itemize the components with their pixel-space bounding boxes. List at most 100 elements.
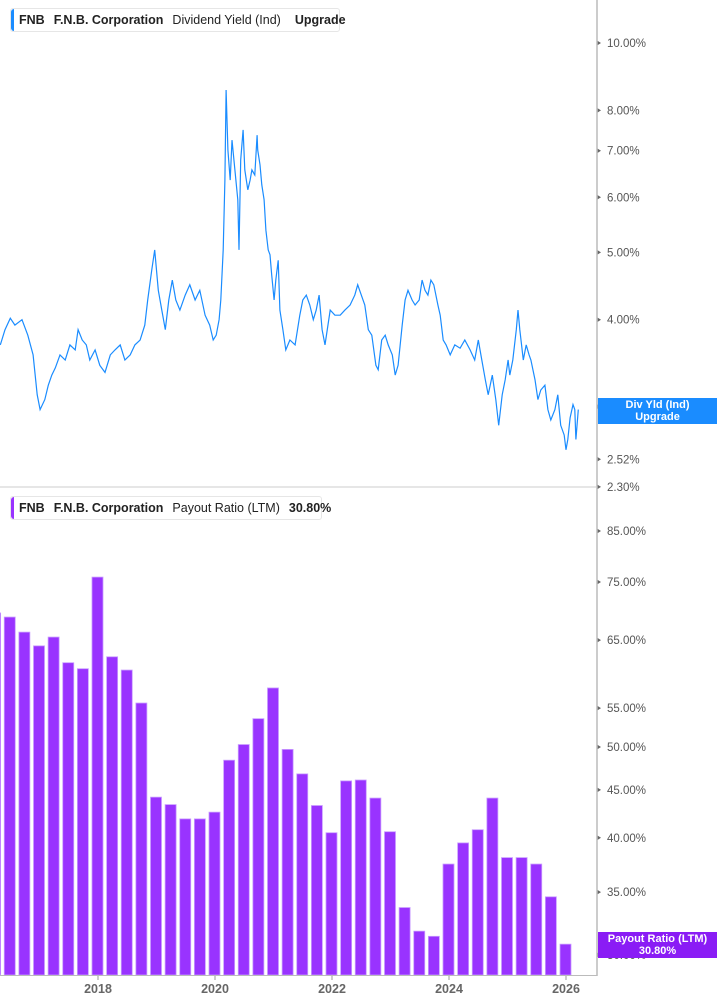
yield-tag-label: Div Yld (Ind)	[625, 399, 690, 411]
payout-bar	[340, 780, 353, 976]
x-tick-label: 2020	[201, 982, 229, 996]
x-axis: 2018 2020 2022 2024 2026	[84, 975, 580, 996]
yield-tag-value: Upgrade	[635, 411, 680, 423]
y-tick-mark	[597, 528, 601, 534]
payout-value-tag: Payout Ratio (LTM) 30.80%	[598, 932, 717, 958]
y-tick-mark	[597, 889, 601, 895]
payout-bar	[237, 744, 250, 976]
payout-bar	[369, 797, 382, 976]
payout-bar	[47, 636, 60, 976]
yield-value-tag[interactable]: Div Yld (Ind) Upgrade	[598, 398, 717, 424]
payout-bar	[18, 631, 31, 976]
y-tick-label: 40.00%	[607, 833, 646, 845]
payout-bar	[530, 863, 543, 976]
payout-bar	[62, 662, 75, 976]
payout-bar	[325, 832, 338, 976]
y-tick-label: 5.00%	[607, 247, 640, 259]
payout-bar	[501, 857, 513, 976]
y-tick-mark	[597, 194, 601, 200]
legend-company: F.N.B. Corporation	[53, 13, 164, 27]
y-tick-label: 7.00%	[607, 146, 640, 158]
upgrade-link[interactable]: Upgrade	[294, 13, 346, 27]
y-tick-mark	[597, 835, 601, 841]
payout-bar	[413, 930, 426, 976]
payout-bar	[267, 687, 279, 976]
y-tick-label: 2.52%	[607, 454, 640, 466]
yield-legend-swatch	[11, 9, 14, 31]
payout-bar	[106, 656, 119, 976]
y-tick-label: 50.00%	[607, 742, 646, 754]
payout-bar	[354, 779, 367, 976]
payout-legend-swatch	[11, 497, 14, 519]
y-tick-mark	[597, 787, 601, 793]
payout-bar	[120, 669, 133, 976]
payout-bar	[135, 702, 148, 976]
payout-bar	[515, 857, 528, 976]
payout-legend: FNB F.N.B. Corporation Payout Ratio (LTM…	[10, 496, 331, 520]
payout-bar	[76, 668, 89, 976]
y-tick-mark	[597, 249, 601, 255]
payout-bar	[150, 796, 162, 976]
yield-axis: 10.00%8.00%7.00%6.00%5.00%4.00%3.00%2.52…	[597, 38, 646, 494]
payout-tag-value: 30.80%	[638, 945, 677, 957]
payout-bar	[179, 818, 192, 976]
payout-bar	[384, 831, 396, 976]
yield-line	[0, 89, 579, 450]
legend-ticker: FNB	[19, 13, 45, 27]
payout-bar	[164, 804, 177, 976]
payout-bar	[457, 842, 470, 976]
y-tick-mark	[597, 107, 601, 113]
payout-bar	[0, 612, 2, 976]
y-tick-label: 35.00%	[607, 887, 646, 899]
y-tick-mark	[597, 484, 601, 490]
payout-bar	[398, 907, 411, 976]
payout-bar	[281, 749, 294, 976]
y-tick-label: 75.00%	[607, 577, 646, 589]
x-tick-label: 2026	[552, 982, 580, 996]
payout-tag-label: Payout Ratio (LTM)	[607, 933, 708, 945]
payout-bar	[252, 718, 265, 976]
payout-bar	[310, 805, 323, 976]
payout-bar	[427, 935, 440, 976]
legend-metric: Payout Ratio (LTM)	[172, 501, 280, 515]
payout-bar	[296, 773, 309, 976]
x-tick-label: 2024	[435, 982, 463, 996]
legend-metric: Dividend Yield (Ind)	[172, 13, 281, 27]
payout-bar	[486, 797, 499, 976]
y-tick-label: 8.00%	[607, 105, 640, 117]
y-tick-label: 2.30%	[607, 482, 640, 494]
yield-legend: FNB F.N.B. Corporation Dividend Yield (I…	[10, 8, 346, 32]
y-tick-label: 85.00%	[607, 526, 646, 538]
payout-bar	[208, 811, 221, 976]
x-tick-label: 2018	[84, 982, 112, 996]
payout-bar	[193, 818, 206, 976]
payout-bar	[223, 759, 236, 976]
payout-bar	[471, 829, 484, 976]
y-tick-mark	[597, 317, 601, 323]
y-tick-mark	[597, 744, 601, 750]
y-tick-label: 4.00%	[607, 315, 640, 327]
payout-bar	[3, 616, 16, 976]
y-tick-mark	[597, 456, 601, 462]
legend-value: 30.80%	[288, 501, 332, 515]
y-tick-label: 6.00%	[607, 192, 640, 204]
y-tick-mark	[597, 40, 601, 46]
y-tick-mark	[597, 148, 601, 154]
y-tick-mark	[597, 705, 601, 711]
payout-bar	[91, 576, 104, 976]
legend-company: F.N.B. Corporation	[53, 501, 164, 515]
legend-ticker: FNB	[19, 501, 45, 515]
x-tick-label: 2022	[318, 982, 346, 996]
y-tick-label: 10.00%	[607, 38, 646, 50]
payout-axis: 85.00% 75.00% 65.00% 55.00% 50.00% 45.00% 40.0…	[597, 526, 646, 962]
payout-bar	[544, 896, 557, 976]
y-tick-label: 45.00%	[607, 785, 646, 797]
payout-bars	[0, 576, 572, 976]
payout-bar	[442, 863, 455, 976]
y-tick-label: 55.00%	[607, 703, 646, 715]
y-tick-label: 65.00%	[607, 635, 646, 647]
y-tick-mark	[597, 579, 601, 585]
payout-bar	[33, 645, 45, 976]
y-tick-mark	[597, 637, 601, 643]
